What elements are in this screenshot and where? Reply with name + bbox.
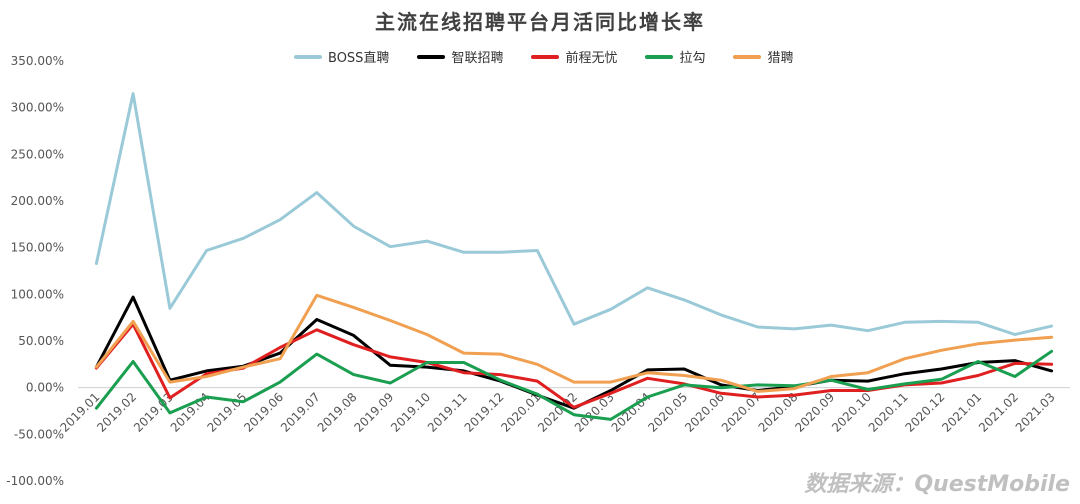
- legend-item: 智联招聘: [417, 47, 503, 66]
- watermark: 数据来源：QuestMobile: [804, 472, 1070, 497]
- x-tick-label: 2019.10: [388, 390, 433, 435]
- y-tick-label: 300.00%: [11, 101, 64, 115]
- x-tick-label: 2021.01: [939, 390, 984, 435]
- y-tick-label: 150.00%: [11, 241, 64, 255]
- legend-swatch: [645, 54, 674, 59]
- legend-label: BOSS直聘: [328, 51, 390, 66]
- legend-swatch: [294, 54, 322, 59]
- y-tick-label: 200.00%: [11, 194, 64, 208]
- x-tick-label: 2019.06: [241, 390, 286, 435]
- legend-swatch: [733, 54, 762, 59]
- x-tick-label: 2019.02: [94, 390, 139, 435]
- x-tick-label: 2019.11: [425, 390, 470, 435]
- x-tick-label: 2020.11: [866, 390, 911, 435]
- y-tick-label: -50.00%: [14, 427, 64, 441]
- chart-legend: BOSS直聘 智联招聘 前程无忧 拉勾 猎聘: [294, 47, 794, 66]
- x-tick-label: 2019.01: [58, 390, 103, 435]
- x-tick-label: 2020.01: [498, 390, 543, 435]
- x-tick-label: 2020.12: [903, 390, 948, 435]
- legend-label: 猎聘: [767, 51, 794, 66]
- x-tick-label: 2019.09: [351, 390, 396, 435]
- x-tick-label: 2021.03: [1013, 390, 1058, 435]
- y-tick-label: 0.00%: [26, 381, 64, 395]
- y-tick-label: 100.00%: [11, 287, 64, 301]
- chart-title: 主流在线招聘平台月活同比增长率: [375, 10, 705, 34]
- x-tick-label: 2020.10: [829, 390, 874, 435]
- x-tick-label: 2021.02: [976, 390, 1021, 435]
- x-tick-label: 2019.12: [462, 390, 507, 435]
- series-line-4: [94, 293, 1054, 393]
- legend-swatch: [531, 54, 560, 59]
- x-tick-label: 2020.03: [572, 390, 617, 435]
- legend-swatch: [417, 54, 446, 59]
- y-tick-label: 50.00%: [18, 334, 64, 348]
- legend-item: 前程无忧: [531, 47, 617, 66]
- legend-label: 拉勾: [679, 51, 706, 66]
- x-tick-label: 2020.09: [792, 390, 837, 435]
- legend-label: 前程无忧: [565, 51, 618, 66]
- legend-item: 拉勾: [645, 47, 705, 66]
- y-tick-label: -100.00%: [6, 474, 64, 488]
- x-tick-label: 2019.08: [315, 390, 360, 435]
- x-tick-label: 2019.07: [278, 390, 323, 435]
- legend-label: 智联招聘: [451, 51, 504, 66]
- x-tick-label: 2020.06: [682, 390, 727, 435]
- legend-item: 猎聘: [733, 47, 794, 66]
- series-line-0: [94, 92, 1054, 336]
- legend-item: BOSS直聘: [294, 47, 389, 66]
- series-line-3: [94, 349, 1054, 421]
- y-tick-label: 250.00%: [11, 147, 64, 161]
- y-tick-label: 350.00%: [11, 54, 64, 68]
